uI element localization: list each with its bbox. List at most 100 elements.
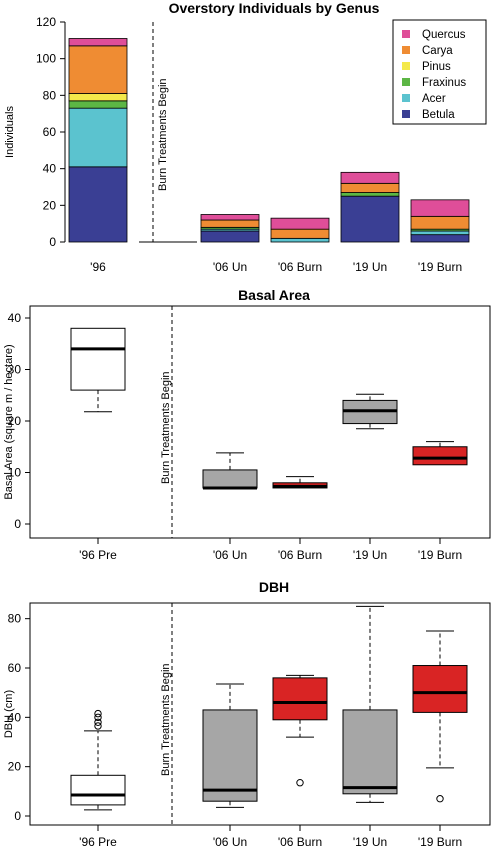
bar-segment-carya [340,182,400,193]
box-iqr [412,665,468,713]
bar-segment-fraxinus [68,100,128,109]
x-tick-label: '19 Un [353,548,387,562]
box-iqr [70,327,126,391]
x-tick-label: '06 Un [213,835,247,849]
box-19-burn [412,441,468,466]
legend-swatch-quercus [402,30,410,38]
y-tick-label: 0 [14,809,21,823]
legend-swatch-fraxinus [402,78,410,86]
y-axis-label: DBH (cm) [3,690,15,738]
legend-label-quercus: Quercus [422,29,466,41]
box-96-pre [70,709,126,811]
x-tick-label: '06 Un [213,260,247,274]
bar-segment-pinus [68,93,128,102]
y-tick-label: 60 [43,125,57,139]
legend-label-pinus: Pinus [422,61,451,73]
box-19-un [342,393,398,430]
legend-swatch-acer [402,94,410,102]
legend-label-carya: Carya [422,45,453,57]
y-axis-label: Individuals [4,106,16,158]
bar-segment-betula [410,234,470,243]
y-tick-label: 0 [49,235,56,249]
x-tick-label: '06 Burn [278,548,322,562]
y-tick-label: 40 [8,710,22,724]
chart-title: Overstory Individuals by Genus [169,0,380,16]
bar-segment-carya [68,45,128,94]
y-tick-label: 40 [8,311,22,325]
box-06-un [202,683,258,808]
y-tick-label: 120 [36,15,56,29]
x-tick-label: '19 Burn [418,260,462,274]
bar-segment-quercus [68,38,128,47]
legend-swatch-pinus [402,62,410,70]
y-axis-label: Basal Area (square m / hectare) [3,344,15,499]
x-tick-label: '06 Burn [278,260,322,274]
x-tick-label: '06 Un [213,548,247,562]
bar-segment-betula [200,230,260,243]
box-iqr [412,446,468,466]
chart-title: Basal Area [238,287,310,303]
bar-segment-betula [340,195,400,243]
bar-segment-acer [410,230,470,236]
bar-segment-carya [410,215,470,230]
box-19-un [342,605,398,803]
box-06-un [202,452,258,490]
outlier-point [94,722,102,730]
annotation-label: Burn Treatments Begin [160,371,172,484]
x-tick-label: '96 Pre [79,548,117,562]
bar-segment-fraxinus [340,192,400,197]
outlier-point [94,713,102,722]
legend-swatch-carya [402,46,410,54]
y-tick-label: 60 [8,661,22,675]
legend-label-fraxinus: Fraxinus [422,77,466,89]
y-tick-label: 80 [8,612,22,626]
box-96-pre [70,327,126,413]
y-tick-label: 40 [43,162,57,176]
outlier-point [94,718,102,726]
box-iqr [272,677,328,721]
bar-segment-acer [68,107,128,168]
chart-title: DBH [259,579,289,595]
bar-segment-quercus [410,199,470,217]
y-tick-label: 30 [8,363,22,377]
legend-swatch-betula [402,110,410,118]
panel-dbh: DBH 0 20 40 60 80 DBH (cm) '96 Pre '06 Un '06 Bur… [3,579,491,849]
y-tick-label: 20 [43,198,57,212]
box-06-burn [272,476,328,489]
bar-segment-betula [68,166,128,243]
y-tick-label: 0 [14,517,21,531]
box-iqr [70,774,126,806]
x-tick-label: '19 Burn [418,548,462,562]
box-06-burn [272,674,328,787]
outlier-point [436,795,444,803]
outlier-point [296,779,304,787]
x-tick-label: '19 Burn [418,835,462,849]
x-tick-label: '19 Un [353,260,387,274]
box-19-burn [412,630,468,803]
annotation-label: Burn Treatments Begin [160,663,172,776]
y-tick-label: 80 [43,88,57,102]
annotation-label: Burn Treatments Begin [157,78,169,191]
legend: Quercus Carya Pinus Fraxinus Acer Betula [392,19,487,125]
bar-segment-quercus [270,217,330,230]
bar-segment-quercus [200,214,260,221]
bar-segment-carya [270,228,330,239]
bar-segment-acer [270,237,330,243]
box-iqr [202,469,258,489]
y-tick-label: 20 [8,414,22,428]
bar-segment-carya [200,219,260,228]
y-tick-label: 100 [36,52,56,66]
outlier-point [94,709,102,718]
legend-label-betula: Betula [422,109,455,121]
bar-segment-quercus [340,171,400,184]
panel-overstory: Overstory Individuals by Genus 0 20 40 60 80 1… [4,0,487,274]
x-tick-label: '06 Burn [278,835,322,849]
x-tick-label: '19 Un [353,835,387,849]
x-tick-label: '96 Pre [79,835,117,849]
panel-basal-area: Basal Area 0 10 20 30 40 Basal Area (square m … [3,287,491,562]
y-tick-label: 10 [8,466,22,480]
box-iqr [342,709,398,795]
box-iqr [202,709,258,802]
legend-label-acer: Acer [422,93,446,105]
